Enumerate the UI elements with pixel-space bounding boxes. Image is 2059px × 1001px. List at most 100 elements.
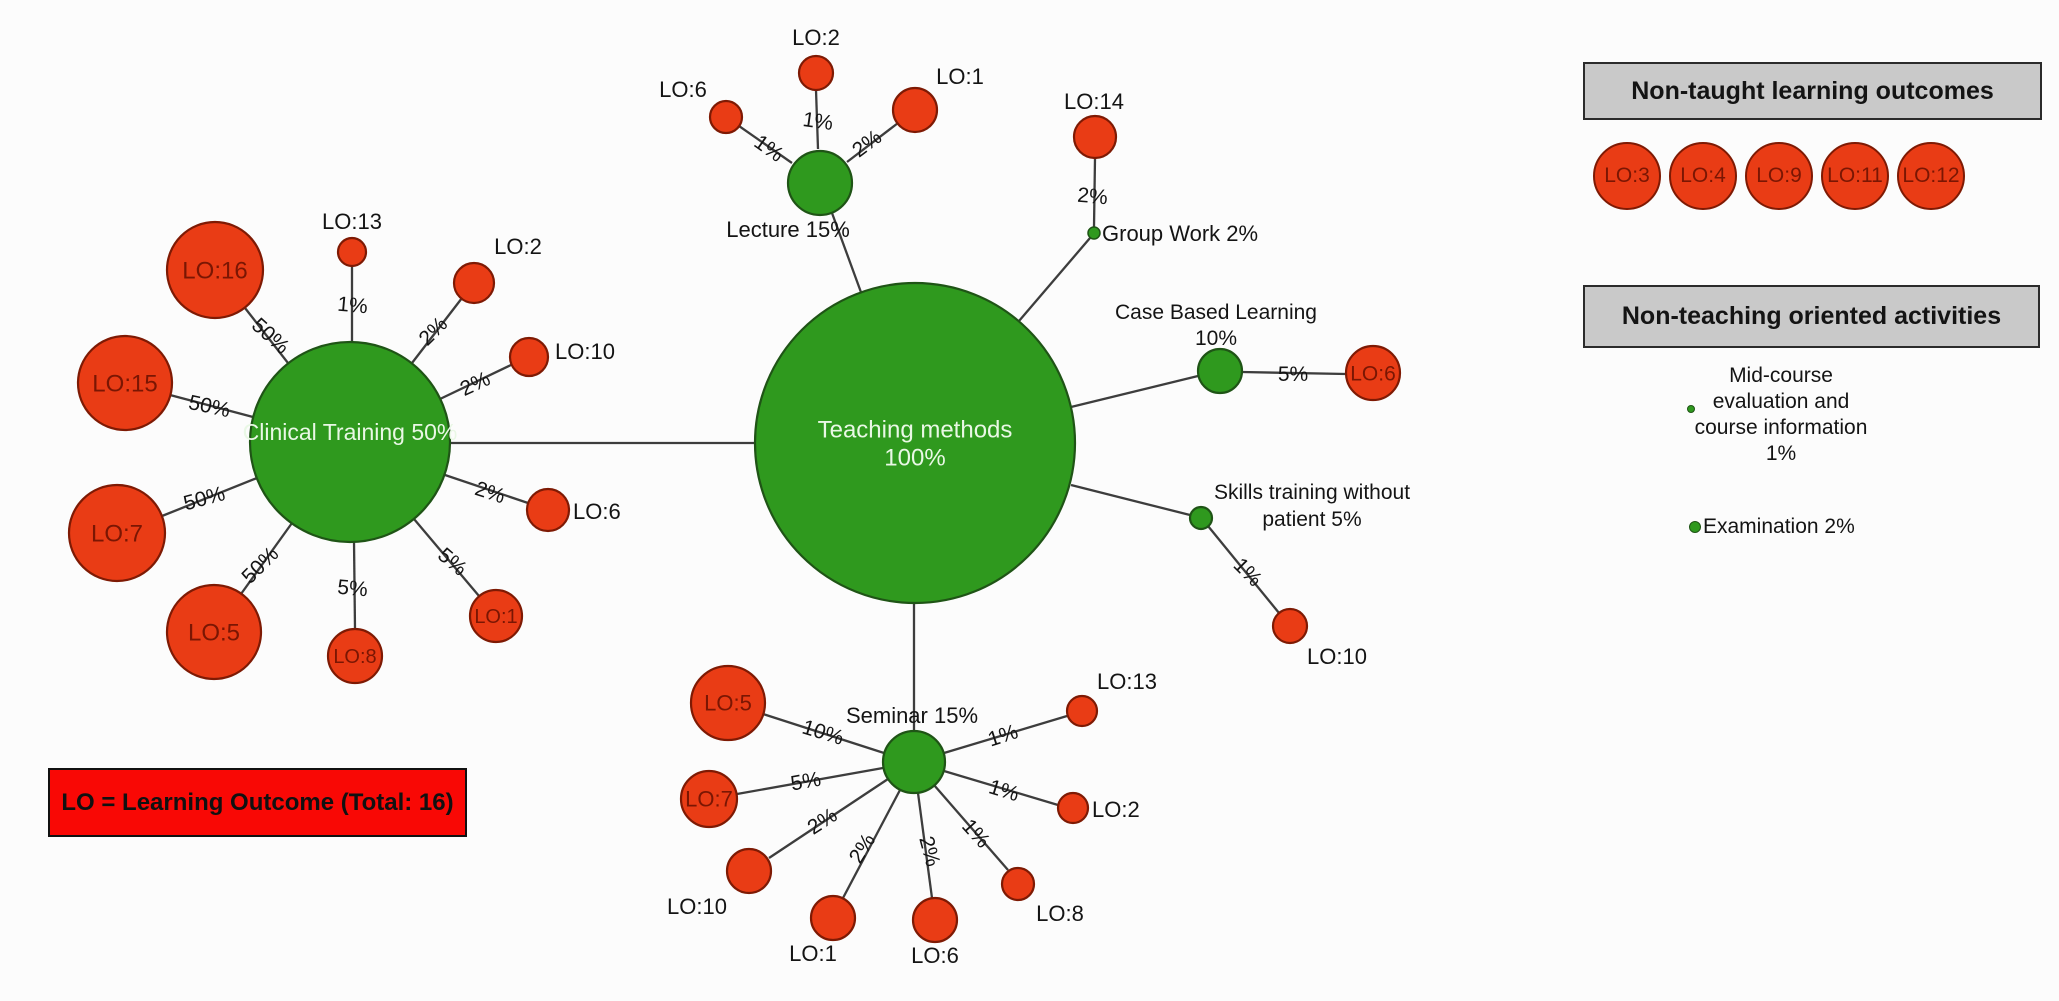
edge-percent-label: 2% xyxy=(1076,184,1108,210)
label-case-based-learning: 10% xyxy=(1195,327,1237,350)
label-lo6-case-based: LO:6 xyxy=(1350,362,1396,385)
label-lo7-clinical: LO:7 xyxy=(91,520,143,547)
mid-course-line-1: Mid-course xyxy=(1729,364,1833,387)
node-lo7-seminar xyxy=(679,769,739,829)
node-lo10-skills xyxy=(1271,607,1309,645)
label-skills-training: patient 5% xyxy=(1262,508,1361,531)
node-lo6-clinical xyxy=(525,487,571,533)
edge-percent-label: 1% xyxy=(801,108,834,135)
edge-line xyxy=(444,473,529,505)
non-taught-lo-circles: LO:3 LO:4 LO:9 LO:11 LO:12 xyxy=(1593,142,1965,210)
edge-line xyxy=(1070,483,1191,517)
edge-percent-label: 1% xyxy=(336,293,368,319)
edge-line xyxy=(161,476,258,518)
node-lo5-clinical xyxy=(165,583,263,681)
label-lo8-seminar: LO:8 xyxy=(1036,901,1084,926)
legend-non-teaching-header: Non-teaching oriented activities xyxy=(1583,285,2040,348)
edge-percent-label: 50% xyxy=(237,542,283,588)
node-lo10-seminar xyxy=(725,847,773,895)
edge-line xyxy=(439,363,512,401)
label-lo1-lecture: LO:1 xyxy=(936,64,984,89)
node-lo2-seminar xyxy=(1056,791,1090,825)
node-lo13-seminar xyxy=(1065,694,1099,728)
label-lo13-seminar: LO:13 xyxy=(1097,669,1157,694)
edge-percent-label: 1% xyxy=(985,720,1021,751)
node-skills-training xyxy=(1188,505,1214,531)
label-lo2-clinical: LO:2 xyxy=(494,234,542,259)
edge-line xyxy=(169,393,254,419)
node-lo1-clinical xyxy=(468,588,524,644)
label-skills-training: Skills training without xyxy=(1214,481,1410,504)
edge-line xyxy=(916,792,934,899)
label-lo16-clinical: LO:16 xyxy=(182,257,247,284)
node-lecture xyxy=(786,149,854,217)
label-lo8-clinical: LO:8 xyxy=(333,646,376,668)
edge-line xyxy=(1207,525,1280,614)
edge-percent-label: 2% xyxy=(803,804,841,840)
label-lo14-group-work: LO:14 xyxy=(1064,89,1124,114)
edge-line xyxy=(1018,237,1091,322)
mid-course-label: Mid-course evaluation and course informa… xyxy=(1661,363,1901,467)
node-group-work xyxy=(1087,226,1101,240)
lo-definition-text: LO = Learning Outcome (Total: 16) xyxy=(61,788,454,816)
edge-line xyxy=(411,297,463,364)
edge-line xyxy=(736,766,884,796)
edge-line xyxy=(768,778,889,859)
label-lo5-clinical: LO:5 xyxy=(188,619,240,646)
node-lo8-seminar xyxy=(1000,866,1036,902)
label-lo6-seminar: LO:6 xyxy=(911,943,959,968)
node-lo7-clinical xyxy=(67,483,167,583)
edge-line xyxy=(244,307,289,364)
label-group-work: Group Work 2% xyxy=(1102,221,1258,246)
examination-dot xyxy=(1689,521,1701,533)
node-lo15-clinical xyxy=(76,334,174,432)
edge-line xyxy=(841,789,902,899)
label-lo5-seminar: LO:5 xyxy=(704,691,752,716)
label-seminar: Seminar 15% xyxy=(846,703,978,728)
legend-lo-circle: LO:3 xyxy=(1593,142,1661,210)
legend-non-taught-header: Non-taught learning outcomes xyxy=(1583,62,2042,120)
edge-line xyxy=(738,125,793,164)
node-lo6-seminar xyxy=(911,896,959,944)
node-teaching-methods xyxy=(753,281,1077,605)
edge-line xyxy=(352,540,357,630)
node-lo6-lecture xyxy=(708,99,744,135)
label-teaching-methods: 100% xyxy=(884,444,945,471)
label-lo1-clinical: LO:1 xyxy=(474,606,517,628)
edge-line xyxy=(413,518,480,597)
label-lo6-lecture: LO:6 xyxy=(659,77,707,102)
mid-course-dot xyxy=(1687,405,1695,413)
lo-definition-note: LO = Learning Outcome (Total: 16) xyxy=(48,768,467,837)
examination-label: Examination 2% xyxy=(1703,515,1855,538)
edge-percent-label: 2% xyxy=(914,834,944,869)
node-case-based-learning xyxy=(1196,347,1244,395)
edge-line xyxy=(933,784,1009,871)
edge-percent-label: 1% xyxy=(986,775,1022,806)
label-lo15-clinical: LO:15 xyxy=(92,370,157,397)
edge-line xyxy=(943,769,1059,807)
label-teaching-methods: Teaching methods xyxy=(818,416,1013,443)
label-lo10-clinical: LO:10 xyxy=(555,339,615,364)
label-lo10-skills: LO:10 xyxy=(1307,644,1367,669)
node-lo5-seminar xyxy=(689,664,767,742)
node-lo1-seminar xyxy=(809,894,857,942)
label-lo13-clinical: LO:13 xyxy=(322,209,382,234)
legend-non-teaching-title: Non-teaching oriented activities xyxy=(1621,302,2002,330)
edge-percent-label: 50% xyxy=(181,482,228,515)
node-lo2-clinical xyxy=(452,261,496,305)
edge-percent-label: 2% xyxy=(472,477,508,508)
node-lo14-group-work xyxy=(1072,114,1118,160)
edge-line xyxy=(762,712,885,755)
edge-line xyxy=(240,522,293,595)
edge-percent-label: 5% xyxy=(789,768,823,796)
edge-line xyxy=(830,212,864,296)
node-lo6-case-based xyxy=(1344,344,1402,402)
legend-non-taught-title: Non-taught learning outcomes xyxy=(1631,76,1994,105)
label-lo2-seminar: LO:2 xyxy=(1092,797,1140,822)
edge-line xyxy=(943,714,1068,755)
edge-line xyxy=(1070,374,1199,409)
mid-course-line-2: evaluation and xyxy=(1712,390,1850,413)
label-lo1-seminar: LO:1 xyxy=(789,941,837,966)
